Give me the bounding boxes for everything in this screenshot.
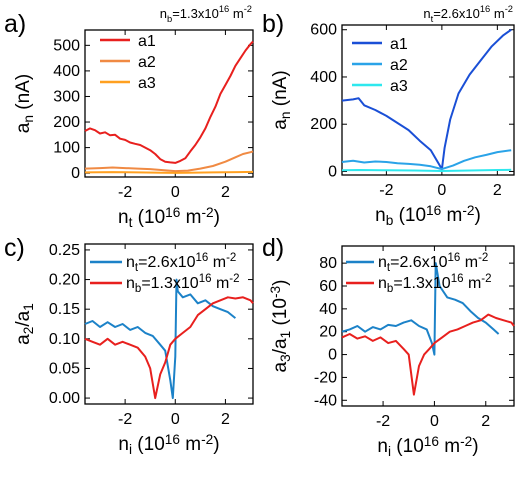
y-axis-label: a3/a1 (10-3): [268, 280, 293, 373]
series-line-n-b-1-3x10-16-m-2: [84, 296, 254, 400]
y-axis-label: a2/a1: [13, 303, 36, 345]
x-tick-label: -2: [118, 411, 132, 428]
series-line-a1: [341, 28, 512, 171]
x-tick-label: 2: [481, 413, 490, 430]
legend-label: a3: [390, 78, 408, 95]
legend-label: a2: [390, 57, 408, 74]
y-tick-label: 200: [310, 116, 337, 133]
series-line-a2: [84, 150, 254, 173]
y-tick-label: 40: [319, 301, 337, 318]
x-axis-label: nb (1016 m-2): [375, 203, 481, 228]
y-tick-label: 60: [319, 278, 337, 295]
x-axis-label: ni (1016 m-2): [118, 432, 219, 457]
x-axis-label: ni (1016 m-2): [377, 434, 478, 459]
y-axis-label-group: an (nA): [13, 74, 36, 133]
y-tick-label: -20: [314, 369, 337, 386]
y-tick-label: 0.10: [49, 331, 80, 348]
chart-panel-2: -2 0 2 0 200 400 600 a1 a2 a3 b) nt=2.6x1016 m-2 nb …: [262, 4, 515, 228]
y-tick-label: 0.15: [49, 301, 80, 318]
series-line-a2: [341, 149, 512, 171]
y-tick-label: 80: [319, 255, 337, 272]
panel-label: b): [262, 10, 284, 38]
y-tick-label: 600: [310, 22, 337, 39]
y-tick-label: 0.00: [49, 390, 80, 407]
panel-label: c): [4, 234, 25, 262]
y-tick-label: 0: [71, 165, 80, 182]
plot-frame: [84, 29, 254, 178]
series-line-n-t-2-6x10-16-m-2: [341, 262, 500, 356]
y-tick-label: 0: [328, 163, 337, 180]
legend-label: a1: [390, 36, 408, 53]
y-tick-label: 0.25: [49, 242, 80, 259]
y-tick-label: -40: [314, 392, 337, 409]
x-tick-label: 2: [221, 184, 230, 201]
x-tick-label: -2: [118, 184, 132, 201]
series-line-a3: [341, 168, 512, 172]
x-tick-label: 2: [493, 182, 502, 199]
panel-label: d): [262, 234, 284, 262]
x-tick-label: 0: [171, 411, 180, 428]
y-axis-label-group: an (nA): [270, 70, 293, 129]
y-tick-label: 0.05: [49, 360, 80, 377]
y-axis-label: an (nA): [270, 70, 293, 129]
plot-frame: [341, 24, 515, 176]
legend-label: nb=1.3x1016 m-2: [126, 273, 240, 295]
y-tick-label: 20: [319, 324, 337, 341]
y-tick-label: 200: [53, 114, 80, 131]
chart-panel-3: -2 0 2 0.00 0.05 0.10 0.15 0.20 0.25 nt=2.6x1016 …: [4, 234, 254, 457]
chart-panel-1: -2 0 2 0 100 200 300 400 500 a1 a2 a3 a) nb=1.3x1016 …: [4, 4, 254, 230]
series-line-n-t-2-6x10-16-m-2: [84, 278, 237, 400]
y-tick-label: 500: [53, 37, 80, 54]
y-tick-label: 0: [328, 347, 337, 364]
legend-label: a1: [138, 33, 156, 50]
x-tick-label: 0: [437, 182, 446, 199]
x-tick-label: 2: [221, 411, 230, 428]
x-axis-label: nt (1016 m-2): [118, 205, 220, 230]
condition-annotation: nb=1.3x1016 m-2: [160, 4, 252, 24]
y-tick-label: 300: [53, 88, 80, 105]
condition-annotation: nt=2.6x1016 m-2: [423, 4, 513, 24]
x-tick-label: -2: [376, 413, 390, 430]
legend-label: nt=2.6x1016 m-2: [126, 252, 236, 274]
x-tick-label: 0: [171, 184, 180, 201]
x-tick-label: 0: [430, 413, 439, 430]
y-tick-label: 400: [53, 63, 80, 80]
series-line-a1: [84, 40, 254, 164]
y-axis-label-group: a3/a1 (10-3): [268, 280, 293, 373]
legend-label: nt=2.6x1016 m-2: [378, 252, 488, 274]
series-line-a3: [84, 170, 254, 174]
y-tick-label: 400: [310, 69, 337, 86]
y-tick-label: 100: [53, 140, 80, 157]
legend-label: a2: [138, 54, 156, 71]
legend-label: nb=1.3x1016 m-2: [378, 273, 492, 295]
y-tick-label: 0.20: [49, 272, 80, 289]
x-tick-label: -2: [379, 182, 393, 199]
y-axis-label-group: a2/a1: [13, 303, 36, 345]
series-line-n-b-1-3x10-16-m-2: [341, 313, 515, 396]
legend-label: a3: [138, 75, 156, 92]
y-axis-label: an (nA): [13, 74, 36, 133]
panel-label: a): [4, 10, 26, 38]
